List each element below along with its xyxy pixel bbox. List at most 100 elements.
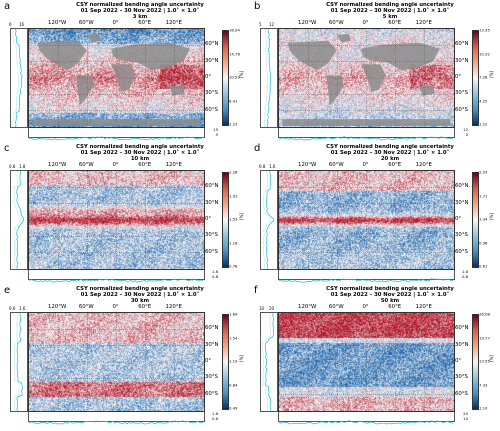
profile-tick-label: 1.6 bbox=[211, 411, 218, 416]
coastline bbox=[337, 318, 351, 327]
zonal-mean-profile: 0.8 1.6 bbox=[259, 164, 278, 270]
colorbar-ticks: 18.94 14.76 10.59 6.41 2.23 bbox=[229, 28, 249, 127]
colorbar-tick-label: 1.89 bbox=[229, 311, 238, 317]
colorbar-tick-label: 19.77 bbox=[479, 335, 490, 340]
colorbar-tick-label: 1.53 bbox=[229, 216, 238, 222]
profile-tick-label: 0.8 bbox=[461, 274, 468, 279]
colorbar-tick-label: 7.33 bbox=[479, 382, 488, 387]
panel-letter: e bbox=[4, 285, 11, 296]
panel-title-line: 01 Sep 2022 – 30 Nov 2022 | 1.0˚ × 1.0˚ bbox=[80, 8, 200, 14]
longitude-label: 0° bbox=[112, 304, 119, 310]
longitude-label: 120°W bbox=[48, 162, 67, 168]
panel-title-line: 01 Sep 2022 – 30 Nov 2022 | 1.0˚ × 1.0˚ bbox=[80, 150, 200, 156]
longitude-label: 60°W bbox=[78, 304, 94, 310]
colorbar-tick-label: 2.03 bbox=[479, 169, 488, 175]
profile-tick-label: 10 bbox=[259, 306, 265, 311]
profile-tick-label: 5 bbox=[215, 132, 218, 137]
zonal-mean-profile: 6 16 bbox=[9, 22, 28, 128]
profile-tick-label: 5 bbox=[465, 132, 468, 137]
longitude-label: 0° bbox=[362, 20, 369, 26]
zonal-spread-line bbox=[264, 28, 269, 127]
latitude-label: 0° bbox=[205, 74, 212, 80]
colorbar-tick-label: 0.84 bbox=[229, 382, 238, 387]
latitude-label: 60°S bbox=[205, 248, 218, 255]
profile-tick-label: 1.8 bbox=[19, 164, 26, 169]
colorbar-tick-label: 2.28 bbox=[229, 169, 238, 175]
profile-tick-label: 20 bbox=[269, 306, 275, 311]
meridional-mean-curve bbox=[278, 278, 454, 283]
coastline bbox=[76, 359, 94, 389]
latitude-label: 30°S bbox=[455, 374, 468, 381]
coastline bbox=[169, 228, 185, 238]
colorbar-tick-label: 6.41 bbox=[229, 98, 238, 103]
longitude-label: 0° bbox=[362, 304, 369, 310]
profile-tick-label: 12 bbox=[269, 22, 275, 27]
coastline bbox=[326, 359, 344, 389]
global-map bbox=[278, 28, 455, 128]
zonal-mean-line bbox=[14, 28, 23, 128]
map-overlay bbox=[29, 313, 204, 411]
colorbar-tick-label: 0.78 bbox=[229, 263, 238, 269]
meridional-mean-curve bbox=[28, 420, 204, 425]
meridional-mean-line bbox=[28, 278, 204, 283]
panel-title-line: CSY normalized bending angle uncertainty bbox=[326, 286, 454, 292]
colorbar-tick-label: 13.55 bbox=[479, 358, 490, 364]
panel-title-line: 01 Sep 2022 – 30 Nov 2022 | 1.0˚ × 1.0˚ bbox=[80, 292, 200, 298]
latitude-label: 60°N bbox=[205, 183, 219, 190]
panel-title-line: 20 km bbox=[380, 156, 400, 162]
zonal-mean-curve bbox=[13, 170, 24, 270]
colorbar-tick-label: 1.34 bbox=[479, 216, 488, 222]
colorbar-tick-label: 26.08 bbox=[479, 311, 490, 317]
map-panel-f: f CSY normalized bending angle uncertaint… bbox=[250, 284, 500, 426]
latitude-label: 60°S bbox=[455, 248, 468, 255]
meridional-mean-profile: 1.6 0.8 bbox=[278, 269, 468, 283]
global-map bbox=[278, 312, 455, 412]
longitude-labels: 120°W 60°W 0° 60°E 120°E bbox=[278, 20, 453, 28]
longitude-label: 120°E bbox=[165, 20, 182, 26]
coastline bbox=[337, 176, 351, 185]
longitude-label: 60°E bbox=[138, 304, 152, 310]
coastline bbox=[283, 119, 451, 126]
zonal-mean-profile: 5 12 bbox=[259, 22, 278, 128]
latitude-label: 0° bbox=[455, 74, 462, 80]
coastline bbox=[288, 41, 337, 70]
coastline bbox=[337, 34, 351, 43]
latitude-label: 60°S bbox=[455, 390, 468, 397]
latitude-label: 30°S bbox=[205, 374, 218, 381]
longitude-label: 120°W bbox=[298, 20, 317, 26]
meridional-mean-profile: 15 5 bbox=[28, 127, 218, 141]
coastline bbox=[326, 75, 344, 105]
longitude-label: 120°W bbox=[298, 304, 317, 310]
colorbar bbox=[222, 314, 229, 410]
panel-title-line: 01 Sep 2022 – 30 Nov 2022 | 1.0˚ × 1.0˚ bbox=[330, 8, 450, 14]
longitude-labels: 120°W 60°W 0° 60°E 120°E bbox=[28, 20, 203, 28]
colorbar-tick-label: 2.23 bbox=[229, 121, 238, 127]
coastline bbox=[87, 176, 101, 185]
longitude-label: 0° bbox=[112, 162, 119, 168]
latitude-label: 0° bbox=[205, 216, 212, 222]
profile-tick-label: 15 bbox=[213, 127, 218, 132]
coastline bbox=[111, 206, 135, 233]
zonal-mean-profile: 0.6 1.6 bbox=[9, 306, 28, 412]
coastline bbox=[33, 403, 201, 410]
coastline bbox=[38, 183, 87, 212]
colorbar-tick-label: 7.28 bbox=[479, 74, 488, 80]
colorbar-tick-label: 4.25 bbox=[479, 98, 488, 103]
colorbar-ticks: 2.03 1.71 1.34 0.98 0.61 bbox=[479, 169, 499, 269]
meridional-mean-line bbox=[278, 278, 454, 283]
profile-tick-label: 1.6 bbox=[269, 164, 276, 169]
coastline bbox=[111, 185, 190, 212]
colorbar-tick-label: 0.49 bbox=[229, 405, 238, 411]
colorbar-tick-label: 1.19 bbox=[229, 358, 238, 364]
meridional-mean-curve bbox=[28, 278, 204, 283]
meridional-mean-curve bbox=[278, 136, 454, 141]
profile-tick-label: 1.6 bbox=[461, 269, 468, 274]
panel-title: CSY normalized bending angle uncertainty… bbox=[290, 2, 490, 20]
longitude-label: 60°W bbox=[328, 20, 344, 26]
zonal-mean-line bbox=[16, 170, 24, 270]
profile-tick-label: 12 bbox=[463, 127, 468, 132]
coastline bbox=[283, 261, 451, 268]
panel-title-line: 50 km bbox=[380, 298, 400, 304]
latitude-labels: 60°N 30°N 0° 30°S 60°S bbox=[205, 170, 227, 268]
latitude-label: 30°N bbox=[205, 199, 219, 206]
